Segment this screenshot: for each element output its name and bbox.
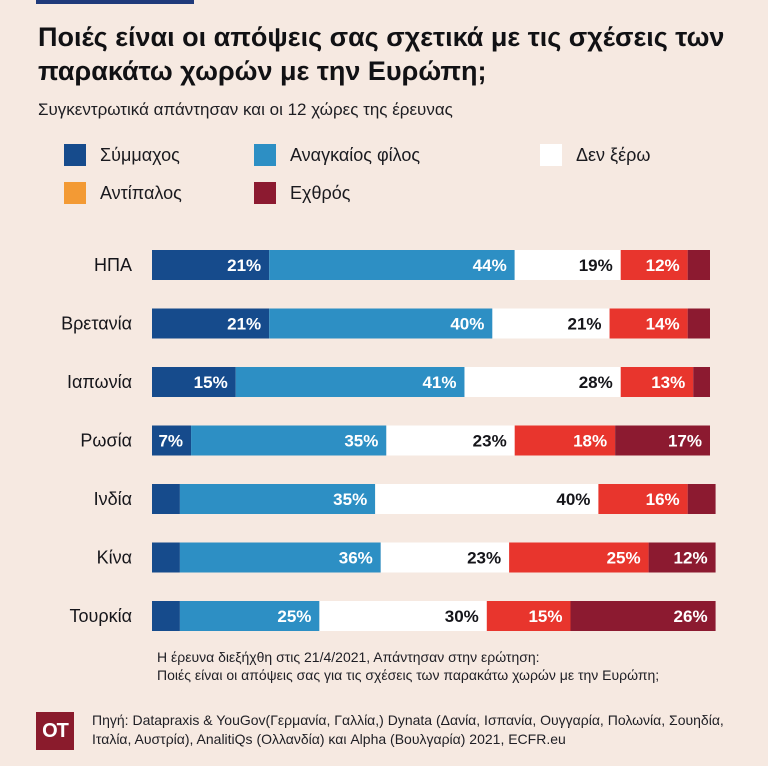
legend-swatch-allied (64, 144, 86, 166)
data-label: 35% (344, 432, 378, 451)
bar-segment (492, 308, 610, 339)
legend-item-allied: Σύμμαχος (64, 143, 180, 167)
data-label: 40% (450, 315, 484, 334)
data-label: 36% (339, 549, 373, 568)
legend-item-rival: Αντίπαλος (64, 181, 182, 205)
data-label: 23% (473, 432, 507, 451)
chart-title: Ποιές είναι οι απόψεις σας σχετικά με τι… (38, 22, 725, 86)
data-label: 23% (467, 549, 501, 568)
bar-segment (486, 601, 571, 631)
bar-segment (380, 542, 510, 573)
data-label: 15% (528, 607, 562, 626)
bar-segment (609, 308, 688, 339)
bar-segment (570, 601, 716, 631)
data-label: 21% (227, 256, 261, 275)
data-label: 16% (646, 490, 680, 509)
bar-segment (152, 250, 270, 280)
data-label: 25% (607, 549, 641, 568)
bar-segment (235, 367, 465, 397)
data-label: 41% (422, 373, 456, 392)
data-label: 18% (573, 432, 607, 451)
data-label: 21% (227, 315, 261, 334)
footnote: Η έρευνα διεξήχθη στις 21/4/2021, Απάντη… (157, 648, 757, 684)
chart-subtitle: Συγκεντρωτικά απάντησαν και οι 12 χώρες … (38, 100, 453, 119)
bar-segment (514, 250, 621, 280)
category-label: Βρετανία (61, 314, 132, 334)
category-label: Ρωσία (80, 431, 132, 451)
data-label: 12% (674, 549, 708, 568)
bar-segment (464, 367, 621, 397)
bar-segment (152, 542, 180, 573)
data-label: 7% (158, 432, 183, 451)
legend-label-adversary: Εχθρός (290, 182, 351, 203)
category-label: Ινδία (94, 489, 132, 509)
category-label: Ιαπωνία (67, 372, 132, 392)
bar-segment (152, 601, 180, 631)
bar-segment (152, 484, 180, 514)
data-label: 17% (668, 432, 702, 451)
data-label: 30% (445, 607, 479, 626)
bar-segment (598, 484, 688, 514)
bar-segment (179, 601, 320, 631)
category-label: ΗΠΑ (94, 255, 132, 275)
bar-segment (514, 425, 616, 456)
ot-logo: OT (36, 712, 74, 750)
legend-item-dont-know: Δεν ξέρω (540, 143, 650, 167)
bar-segment (319, 601, 487, 631)
bar-segment (375, 484, 599, 514)
bar-segment (386, 425, 515, 456)
bar-segment (509, 542, 649, 573)
legend-swatch-dont-know (540, 144, 562, 166)
data-label: 35% (333, 490, 367, 509)
legend-label-dont-know: Δεν ξέρω (576, 144, 651, 165)
bar-segment (620, 367, 694, 397)
bar-segment (687, 250, 710, 280)
data-label: 44% (473, 256, 507, 275)
legend-label-necessary-partner: Αναγκαίος φίλος (290, 144, 421, 165)
bar-segment (191, 425, 387, 456)
data-label: 19% (579, 256, 613, 275)
stacked-bar-chart: ΗΠΑ 21% 44% 19% 12% Βρετανία 21% 40% 21% 14% Ιαπων… (61, 250, 716, 631)
source-text: Πηγή: Datapraxis & YouGov(Γερμανία, Γαλλ… (92, 712, 724, 747)
data-label: 21% (568, 315, 602, 334)
legend-swatch-adversary (254, 182, 276, 204)
data-label: 14% (646, 315, 680, 334)
bar-segment (615, 425, 710, 456)
data-label: 13% (651, 373, 685, 392)
bar-segment (152, 308, 270, 339)
bar-segment (687, 484, 716, 514)
bar-segment (620, 250, 688, 280)
bar-segment (648, 542, 716, 573)
top-accent-line (36, 0, 194, 4)
legend-item-necessary-partner: Αναγκαίος φίλος (254, 143, 420, 167)
category-label: Τουρκία (69, 606, 132, 626)
data-label: 28% (579, 373, 613, 392)
bar-segment (152, 367, 236, 397)
bar-segment (687, 308, 710, 339)
legend-swatch-necessary-partner (254, 144, 276, 166)
legend-item-adversary: Εχθρός (254, 181, 350, 205)
bar-segment (269, 308, 493, 339)
bar-segment (693, 367, 710, 397)
data-label: 25% (277, 607, 311, 626)
footnote-line-2: Ποιές είναι οι απόψεις σας για τις σχέσε… (157, 667, 660, 683)
data-label: 12% (646, 256, 680, 275)
legend-label-allied: Σύμμαχος (100, 144, 180, 165)
bar-segment (269, 250, 515, 280)
category-label: Κίνα (97, 548, 132, 568)
bar-segment (152, 425, 192, 456)
footnote-line-1: Η έρευνα διεξήχθη στις 21/4/2021, Απάντη… (157, 649, 540, 665)
data-label: 15% (194, 373, 228, 392)
data-label: 26% (674, 607, 708, 626)
legend-swatch-rival (64, 182, 86, 204)
bar-segment (179, 542, 381, 573)
data-label: 40% (556, 490, 590, 509)
legend-label-rival: Αντίπαλος (100, 182, 182, 203)
bar-segment (179, 484, 376, 514)
